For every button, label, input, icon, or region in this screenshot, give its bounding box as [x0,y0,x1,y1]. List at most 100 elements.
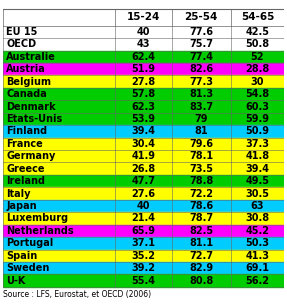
Bar [3,113,115,125]
Bar [115,187,172,200]
Text: 41.3: 41.3 [245,251,269,261]
Text: 78.6: 78.6 [189,201,213,211]
Bar [231,237,284,249]
Bar [3,125,115,138]
Text: 40: 40 [137,27,150,37]
Text: 81.3: 81.3 [189,89,213,99]
Bar [115,138,172,150]
Text: 60.3: 60.3 [245,102,269,111]
Text: 82.5: 82.5 [189,226,213,236]
Text: 43: 43 [137,39,150,49]
Text: 78.7: 78.7 [189,213,213,223]
Text: 50.8: 50.8 [245,39,269,49]
Bar [172,163,231,175]
Text: 78.8: 78.8 [189,176,213,186]
Text: 62.3: 62.3 [131,102,156,111]
Text: 73.5: 73.5 [189,164,213,174]
Text: EU 15: EU 15 [6,27,38,37]
Bar [172,187,231,200]
Text: 82.6: 82.6 [189,64,213,74]
Bar [115,63,172,75]
Text: Belgium: Belgium [6,77,51,87]
Bar [115,200,172,212]
Bar [231,63,284,75]
Bar [172,237,231,249]
Bar [172,88,231,100]
Text: 15-24: 15-24 [127,12,160,22]
Text: 59.9: 59.9 [245,114,269,124]
Text: Canada: Canada [6,89,47,99]
Text: OECD: OECD [6,39,36,49]
Text: 51.9: 51.9 [131,64,156,74]
Text: 47.7: 47.7 [131,176,156,186]
Bar [231,212,284,225]
Bar [172,75,231,88]
Text: 77.4: 77.4 [189,52,213,62]
Text: 54.8: 54.8 [245,89,269,99]
Bar [3,187,115,200]
Bar [115,125,172,138]
Text: 57.8: 57.8 [131,89,156,99]
Text: 80.8: 80.8 [189,276,213,286]
Bar [172,51,231,63]
Bar [231,274,284,287]
Text: 25-54: 25-54 [185,12,218,22]
Bar [115,249,172,262]
Text: 45.2: 45.2 [245,226,269,236]
Text: 54-65: 54-65 [241,12,274,22]
Bar [231,163,284,175]
Text: 50.9: 50.9 [245,126,269,136]
Text: 56.2: 56.2 [245,276,269,286]
Bar [3,163,115,175]
Text: 72.7: 72.7 [189,251,213,261]
Text: 27.6: 27.6 [131,188,156,199]
Bar [3,63,115,75]
Text: 77.3: 77.3 [189,77,213,87]
Bar [3,237,115,249]
Text: 52: 52 [251,52,264,62]
Bar [3,262,115,274]
Text: Source : LFS, Eurostat, et OECD (2006): Source : LFS, Eurostat, et OECD (2006) [3,290,151,299]
Bar [3,51,115,63]
Bar [3,100,115,113]
Bar [115,212,172,225]
Text: 41.8: 41.8 [245,151,269,161]
Text: 30: 30 [251,77,264,87]
Bar [231,113,284,125]
Bar [231,225,284,237]
Bar [115,150,172,163]
Text: Denmark: Denmark [6,102,56,111]
Bar [3,274,115,287]
Text: 79: 79 [194,114,208,124]
Text: 77.6: 77.6 [189,27,213,37]
Text: 82.9: 82.9 [189,263,213,273]
Bar [172,138,231,150]
Bar [3,150,115,163]
Bar [115,51,172,63]
Bar [3,225,115,237]
Text: Netherlands: Netherlands [6,226,74,236]
Bar [3,212,115,225]
Bar [115,113,172,125]
Text: 26.8: 26.8 [131,164,156,174]
Bar [115,274,172,287]
Text: 40: 40 [137,201,150,211]
Bar [231,175,284,187]
Bar [231,125,284,138]
Bar [231,100,284,113]
Text: Japan: Japan [6,201,37,211]
Text: Austria: Austria [6,64,46,74]
Bar [3,138,115,150]
Bar [231,200,284,212]
Text: Germany: Germany [6,151,56,161]
Bar [115,262,172,274]
Text: U-K: U-K [6,276,26,286]
Text: 81: 81 [194,126,208,136]
Text: 78.1: 78.1 [189,151,213,161]
Text: 69.1: 69.1 [245,263,269,273]
Text: Finland: Finland [6,126,47,136]
Text: 72.2: 72.2 [189,188,213,199]
Text: 83.7: 83.7 [189,102,213,111]
Text: Spain: Spain [6,251,38,261]
Text: Australie: Australie [6,52,56,62]
